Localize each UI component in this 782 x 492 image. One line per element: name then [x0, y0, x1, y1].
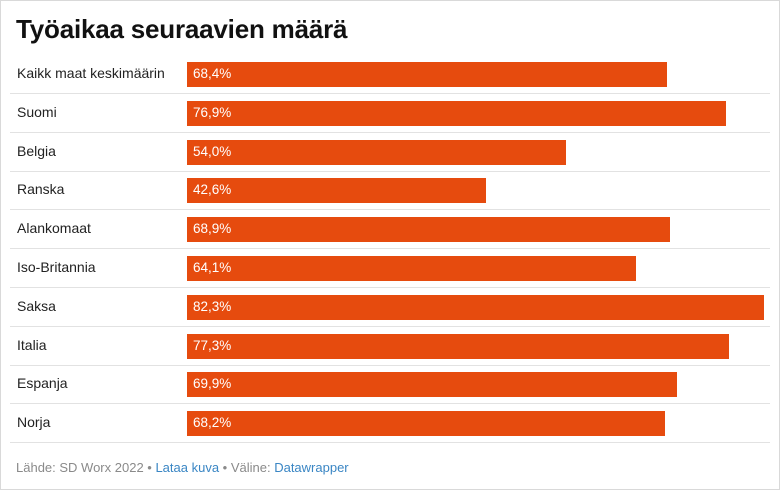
bar-value-label: 42,6%	[193, 182, 232, 198]
row-divider	[10, 170, 770, 172]
bar-value-label: 82,3%	[193, 298, 232, 314]
source-text: Lähde: SD Worx 2022	[16, 460, 144, 475]
row-divider	[10, 93, 770, 94]
chart-row: Norja 68,2%	[0, 404, 780, 444]
bar-value-label: 77,3%	[193, 337, 232, 353]
row-divider	[10, 248, 770, 250]
category-label: Kaikk maat keskimäärin	[17, 65, 165, 81]
bar-value-label: 68,4%	[193, 66, 232, 81]
chart-row: Belgia 54,0%	[0, 133, 780, 172]
bar	[187, 256, 637, 281]
chart-row: Suomi 76,9%	[0, 94, 780, 133]
bar-value-label: 68,2%	[193, 415, 232, 431]
chart-footer: Lähde: SD Worx 2022 • Lataa kuva • Välin…	[16, 460, 349, 475]
datawrapper-link[interactable]: Datawrapper	[274, 460, 349, 475]
bar	[187, 372, 678, 398]
row-divider	[10, 325, 770, 327]
chart-row: Saksa 82,3%	[0, 288, 780, 327]
chart-row: Iso-Britannia 64,1%	[0, 249, 780, 288]
bar-value-label: 68,9%	[193, 221, 232, 237]
category-label: Iso-Britannia	[17, 259, 96, 275]
bar-value-label: 76,9%	[193, 104, 232, 120]
download-image-link[interactable]: Lataa kuva	[155, 460, 220, 475]
category-label: Belgia	[17, 142, 56, 159]
tool-text: • Väline:	[219, 460, 275, 475]
chart-row: Alankomaat 68,9%	[0, 210, 780, 250]
bar-value-label: 69,9%	[193, 376, 232, 392]
bar	[187, 62, 667, 87]
row-divider	[10, 442, 770, 444]
footer-separator: •	[143, 460, 156, 475]
category-label: Ranska	[17, 181, 65, 198]
category-label: Espanja	[17, 375, 68, 392]
bar	[187, 294, 764, 320]
bar-value-label: 64,1%	[193, 260, 232, 275]
chart-row: Italia 77,3%	[0, 327, 780, 366]
chart-row: Ranska 42,6%	[0, 171, 780, 211]
bar	[187, 333, 729, 359]
category-label: Saksa	[17, 297, 56, 314]
bar	[187, 411, 666, 437]
chart-row: Kaikk maat keskimäärin 68,4%	[0, 55, 780, 94]
row-divider	[10, 403, 770, 405]
row-divider	[10, 287, 770, 288]
bar	[187, 217, 671, 243]
bar	[187, 178, 486, 204]
chart-row: Espanja 69,9%	[0, 365, 780, 405]
category-label: Suomi	[17, 103, 57, 120]
category-label: Alankomaat	[17, 220, 91, 237]
bar-value-label: 54,0%	[193, 143, 232, 159]
category-label: Italia	[17, 336, 47, 353]
row-divider	[10, 131, 770, 133]
bar	[187, 100, 727, 126]
row-divider	[10, 209, 770, 211]
row-divider	[10, 364, 770, 366]
category-label: Norja	[17, 414, 51, 431]
chart-title: Työaikaa seuraavien määrä	[16, 14, 348, 44]
bar	[187, 139, 566, 165]
